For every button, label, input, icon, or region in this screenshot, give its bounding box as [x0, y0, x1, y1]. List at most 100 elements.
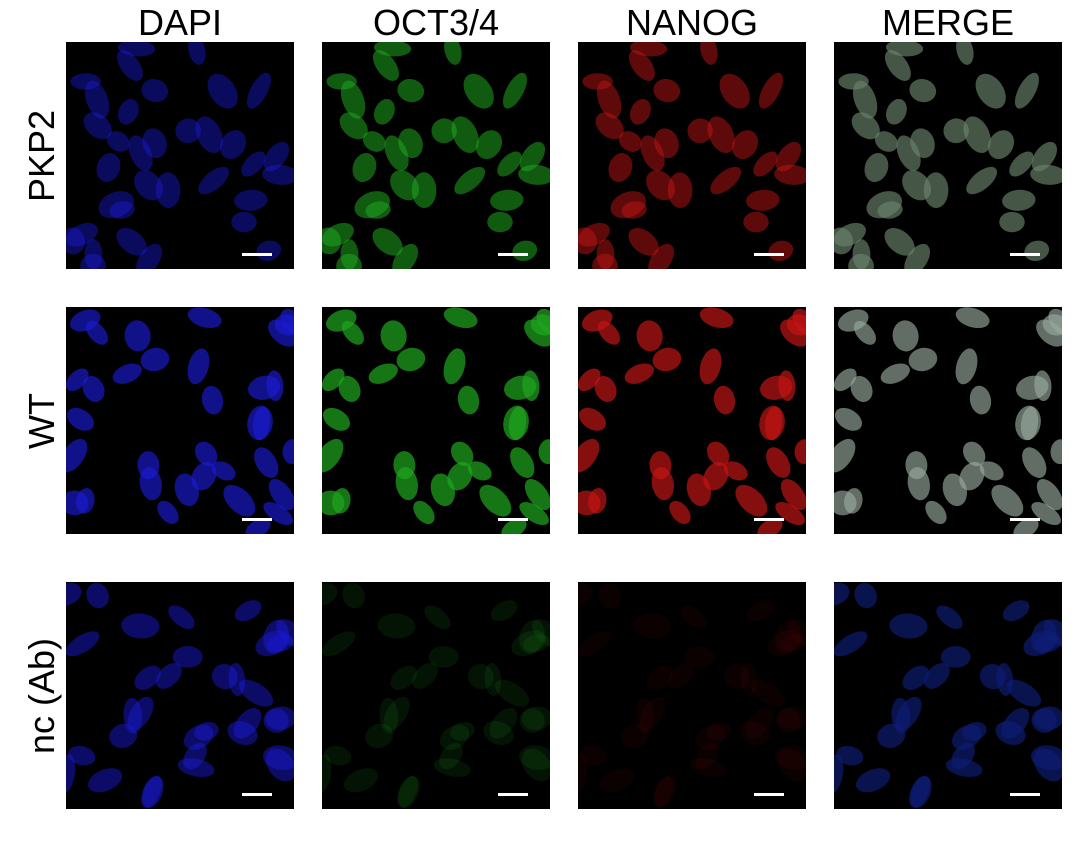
nucleus: [669, 500, 691, 525]
nucleus: [608, 153, 633, 183]
nucleus: [746, 600, 774, 622]
nucleus: [991, 484, 1024, 517]
nucleus: [596, 239, 615, 269]
nucleus: [467, 461, 492, 481]
nucleus: [743, 211, 769, 233]
nucleus: [1006, 679, 1042, 707]
nucleus: [109, 201, 135, 219]
nucleus: [598, 582, 621, 609]
nucleus: [211, 461, 236, 481]
nucleus: [188, 42, 206, 65]
nucleus: [66, 438, 88, 473]
nucleus: [848, 253, 874, 269]
micrograph-merge: [834, 307, 1062, 534]
nucleus: [195, 116, 223, 154]
nucleus: [428, 646, 459, 668]
nucleus: [834, 407, 863, 431]
nucleus: [84, 239, 103, 269]
nucleus: [497, 151, 522, 177]
nucleus: [84, 80, 110, 119]
nucleus: [443, 348, 466, 385]
nucleus: [652, 347, 682, 372]
scale-bar: [1010, 793, 1040, 796]
nucleus: [999, 211, 1025, 233]
nucleus: [141, 78, 169, 103]
nucleus: [116, 50, 143, 81]
nucleus: [380, 320, 407, 352]
scale-bar: [242, 518, 272, 521]
nucleus: [767, 630, 803, 657]
nucleus: [966, 166, 998, 195]
nucleus: [1015, 405, 1041, 441]
nucleus: [1050, 439, 1062, 465]
nucleus: [740, 662, 758, 696]
nucleus: [373, 99, 395, 125]
nucleus: [439, 724, 470, 750]
nucleus: [689, 758, 727, 778]
nucleus: [578, 754, 588, 794]
nucleus: [995, 720, 1026, 746]
nucleus: [969, 385, 992, 415]
nucleus: [884, 50, 911, 81]
nucleus: [851, 112, 880, 140]
nucleus: [775, 708, 801, 733]
nucleus: [383, 696, 410, 731]
nucleus: [621, 201, 647, 219]
nucleus: [377, 613, 416, 639]
nucleus: [1009, 151, 1034, 177]
nucleus: [1024, 240, 1050, 262]
nucleus: [256, 240, 282, 262]
nucleus: [774, 745, 806, 770]
nucleus: [588, 488, 607, 514]
nucleus: [597, 320, 620, 345]
nucleus: [187, 348, 210, 385]
nucleus: [909, 78, 937, 103]
nucleus: [275, 619, 294, 650]
nucleus: [1002, 600, 1030, 622]
nucleus: [594, 376, 617, 402]
nucleus: [241, 151, 266, 177]
nucleus: [618, 131, 642, 152]
nucleus: [68, 745, 96, 766]
nucleus: [885, 99, 907, 125]
nucleus: [450, 441, 474, 467]
nucleus: [324, 745, 352, 766]
micrograph-green: [322, 582, 550, 809]
nucleus: [66, 631, 100, 657]
scale-bar: [1010, 518, 1040, 521]
nucleus: [864, 153, 889, 183]
nucleus: [885, 42, 924, 57]
nucleus: [379, 697, 399, 734]
nucleus: [706, 721, 731, 741]
nucleus: [156, 662, 182, 689]
nucleus: [962, 441, 986, 467]
nucleus: [117, 99, 139, 125]
nucleus: [396, 347, 426, 372]
nucleus: [231, 211, 257, 233]
micrograph-green: [322, 307, 550, 534]
nucleus: [766, 447, 791, 478]
micrograph-red: [578, 42, 806, 269]
nucleus: [646, 665, 673, 690]
nucleus: [905, 451, 928, 480]
nucleus: [1022, 447, 1047, 478]
nucleus: [925, 500, 947, 525]
column-header-red: NANOG: [625, 2, 758, 43]
nucleus: [338, 376, 361, 402]
nucleus: [654, 128, 679, 159]
micrograph-merge: [834, 42, 1062, 269]
nucleus: [66, 222, 98, 247]
micrograph-blue: [66, 42, 294, 269]
nucleus: [86, 582, 109, 609]
nucleus: [106, 131, 130, 152]
nucleus: [531, 619, 550, 650]
nucleus: [265, 706, 294, 731]
nucleus: [707, 116, 735, 154]
nucleus: [667, 172, 693, 209]
nucleus: [578, 222, 610, 247]
micrograph-blue: [66, 582, 294, 809]
nucleus: [834, 754, 844, 794]
nucleus: [524, 478, 550, 511]
nucleus: [342, 582, 365, 609]
nucleus: [592, 253, 618, 269]
